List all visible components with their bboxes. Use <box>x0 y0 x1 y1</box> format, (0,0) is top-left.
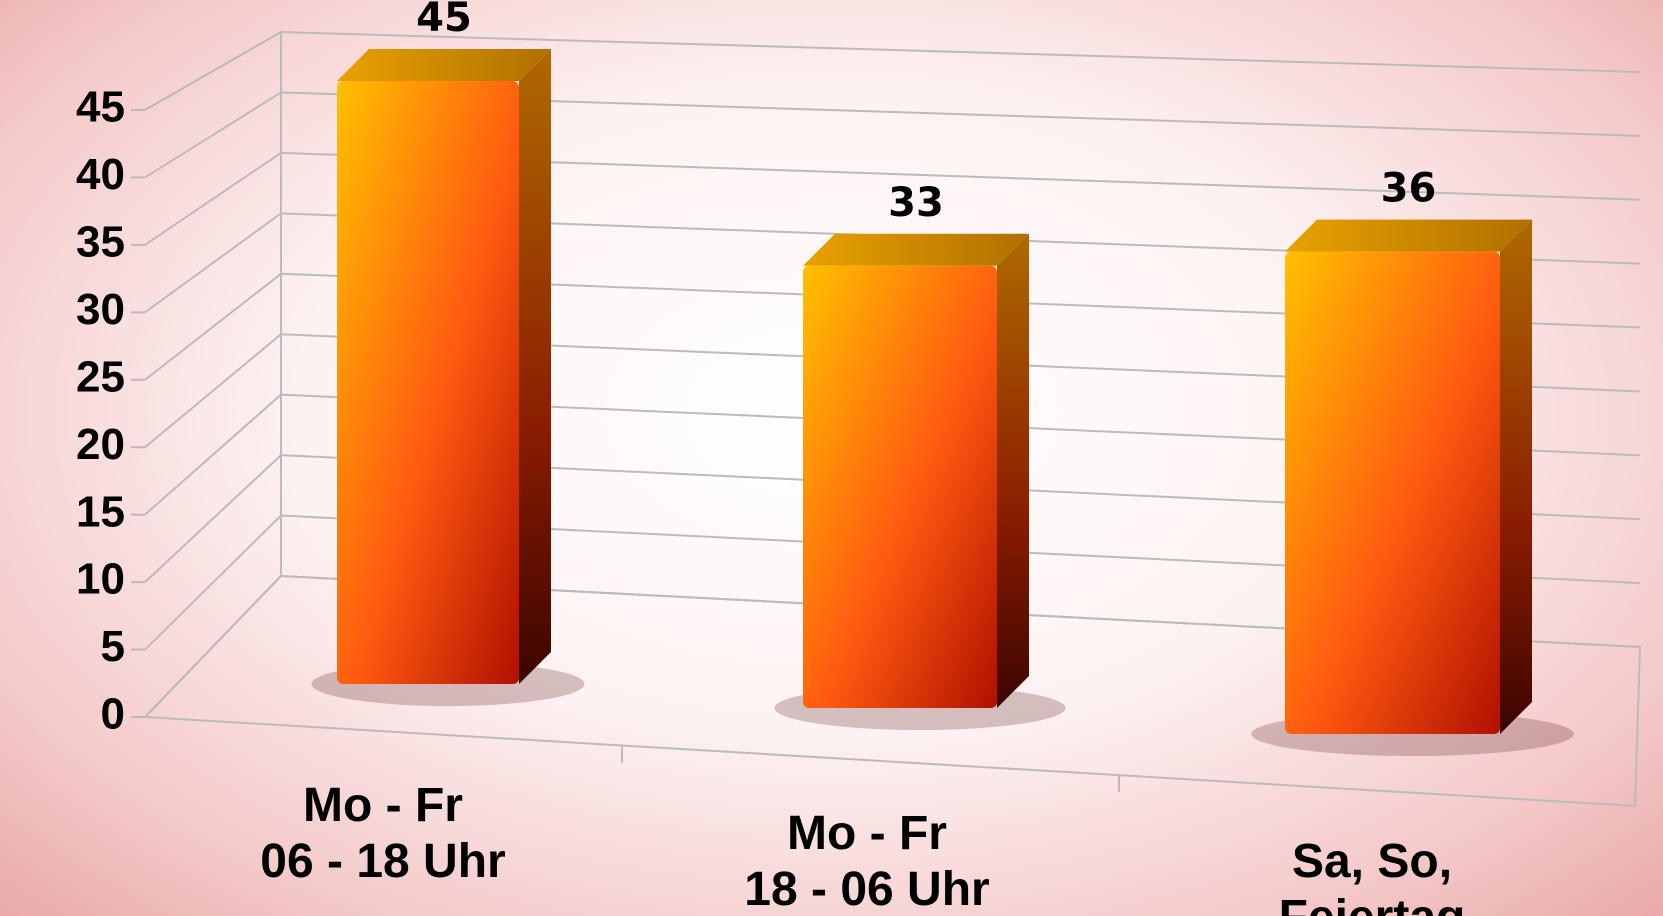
bar <box>312 49 585 706</box>
y-tick-label: 30 <box>76 285 125 334</box>
bar-side <box>1500 220 1532 734</box>
bar-front <box>803 266 997 708</box>
value-label: 36 <box>1381 166 1437 212</box>
y-tick-label: 20 <box>76 420 125 469</box>
value-label: 45 <box>416 0 472 41</box>
bar-front <box>337 81 519 684</box>
bar-top <box>337 49 551 81</box>
bar <box>775 234 1066 730</box>
bar-top <box>1285 220 1532 252</box>
bar-side <box>997 234 1029 708</box>
x-tick-label: Sa, So, Feiertag <box>1227 834 1518 916</box>
page: {"chart_data":{"type":"bar3d","categorie… <box>0 0 1663 916</box>
bar-front <box>1285 252 1500 734</box>
y-tick-label: 25 <box>76 352 125 401</box>
y-tick-label: 10 <box>76 555 125 604</box>
y-tick-label: 0 <box>101 690 125 739</box>
bar <box>1251 220 1574 756</box>
y-tick-label: 40 <box>76 150 125 199</box>
chart: 0 5 10 15 20 25 30 35 40 45 45 33 36 <box>0 0 1663 916</box>
y-tick-label: 15 <box>76 487 125 536</box>
x-tick-label: Mo - Fr 18 - 06 Uhr <box>744 806 989 916</box>
value-label: 33 <box>888 180 944 226</box>
bar-side <box>519 49 551 684</box>
y-tick-label: 45 <box>76 83 125 132</box>
y-tick-label: 5 <box>101 622 125 671</box>
bar-top <box>803 234 1029 266</box>
x-tick-label: Mo - Fr 06 - 18 Uhr <box>260 778 505 890</box>
y-tick-label: 35 <box>76 218 125 267</box>
